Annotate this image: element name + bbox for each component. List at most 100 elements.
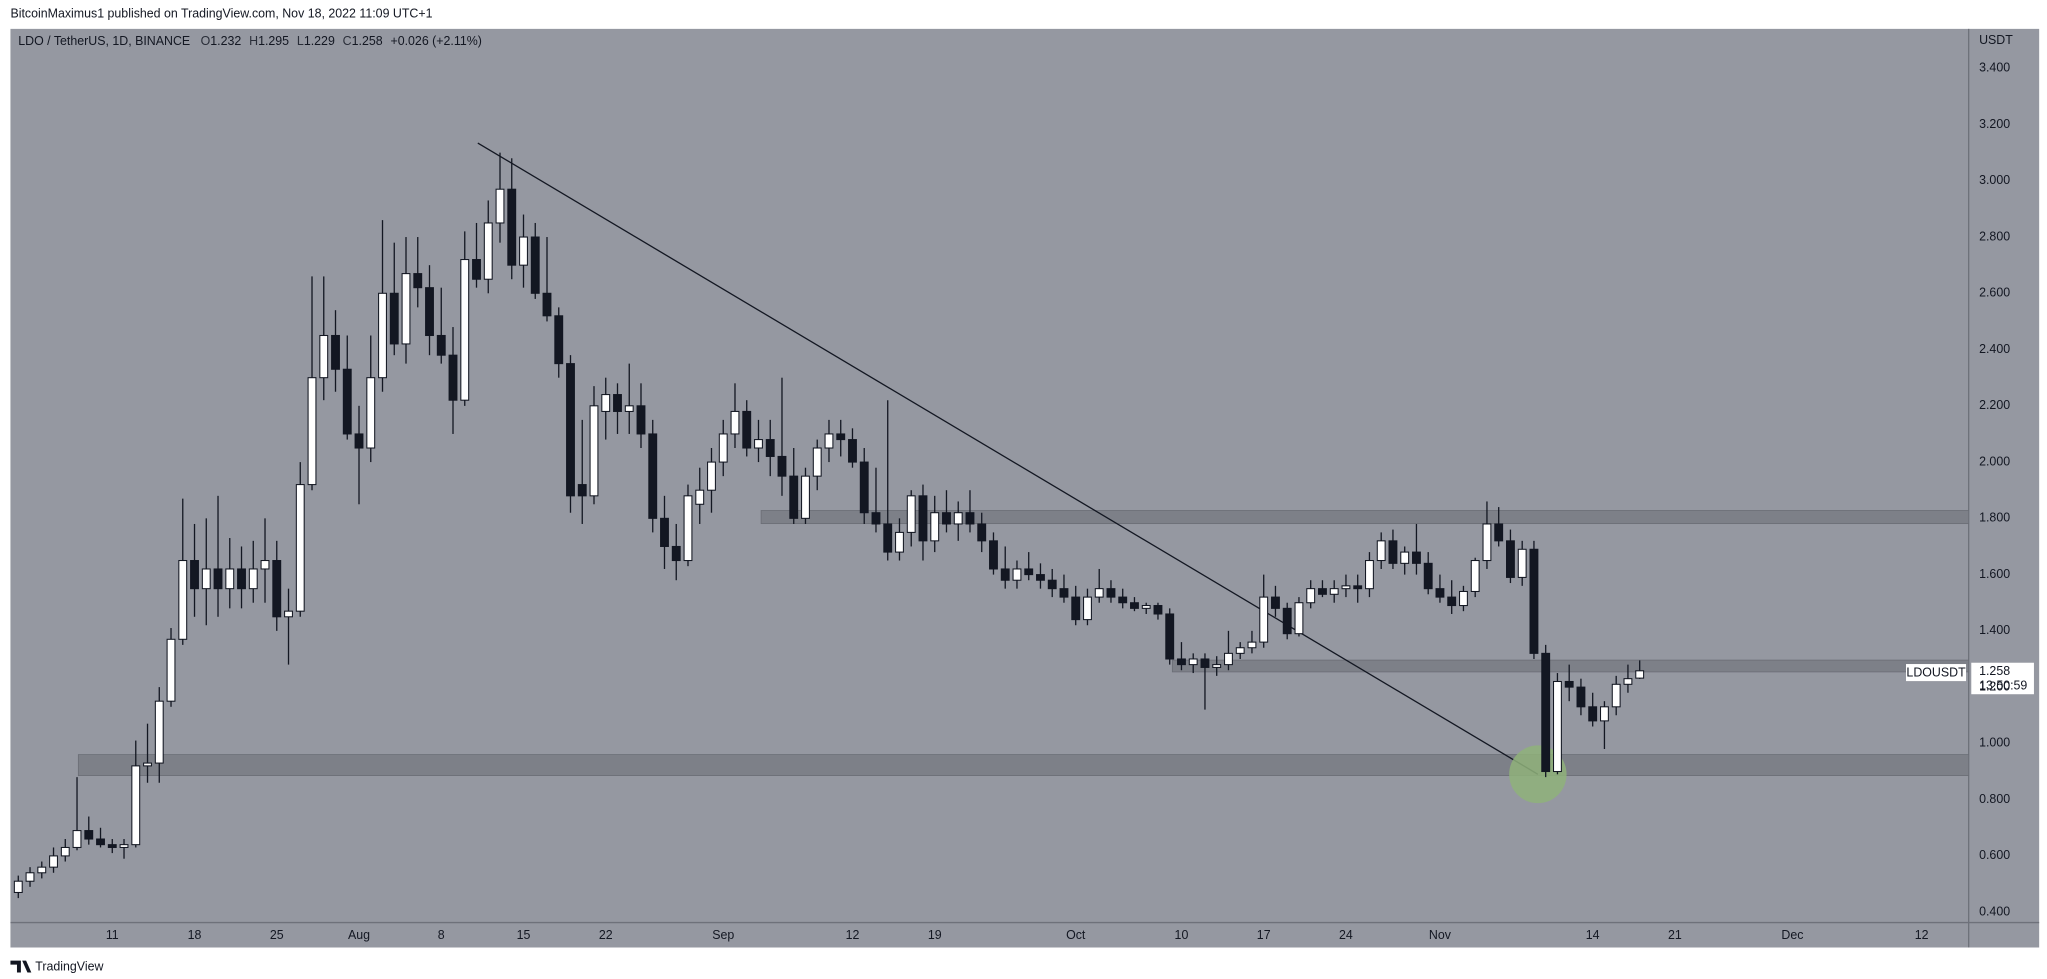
y-tick-label: 3.400 <box>1979 61 2010 75</box>
candle-body <box>1447 596 1457 607</box>
candle-body <box>577 484 587 497</box>
drawings <box>77 142 1970 804</box>
x-tick-label: 12 <box>1915 928 1929 942</box>
candle-body <box>1200 658 1210 668</box>
candle-body <box>624 405 634 412</box>
change: +0.026 (+2.11%) <box>390 34 481 48</box>
y-tick-label: 1.600 <box>1979 567 2010 581</box>
candle-body <box>1600 706 1609 722</box>
candle-body <box>695 489 705 505</box>
candle-body <box>143 762 152 767</box>
x-tick-label: 15 <box>517 928 531 942</box>
legend: LDO / TetherUS, 1D, BINANCE O1.232 H1.295 L… <box>18 34 482 48</box>
y-tick-label: 0.600 <box>1979 848 2010 862</box>
open-value: 1.232 <box>210 34 241 48</box>
candle-body <box>989 540 998 570</box>
x-tick-label: 11 <box>106 928 119 942</box>
candle-body <box>107 844 117 848</box>
candle-body <box>1470 560 1480 593</box>
candle-body <box>1482 523 1492 562</box>
x-tick-label: 25 <box>270 928 284 942</box>
y-tick-label: 3.200 <box>1979 117 2010 131</box>
candle-body <box>1494 523 1504 542</box>
candle-body <box>942 512 951 525</box>
candle-body <box>425 287 434 337</box>
candle-body <box>131 765 141 846</box>
resistance-zone <box>760 510 1970 525</box>
candle-body <box>1576 686 1586 708</box>
candle-body <box>530 236 540 294</box>
candle-body <box>1000 568 1010 581</box>
candle-body <box>413 273 423 289</box>
y-tick-label: 3.000 <box>1979 173 2010 187</box>
candle-body <box>366 377 376 449</box>
candle-body <box>930 512 940 542</box>
x-tick-label: 12 <box>846 928 860 942</box>
candle-body <box>1059 588 1069 598</box>
candle-body <box>295 484 305 612</box>
candle-body <box>765 439 775 457</box>
x-tick-label: 18 <box>188 928 202 942</box>
x-tick-label: 10 <box>1175 928 1189 942</box>
symbol-title: LDO / TetherUS, 1D, BINANCE <box>18 34 190 48</box>
candle-body <box>648 433 658 519</box>
candle-body <box>84 830 94 840</box>
candle-body <box>237 568 246 590</box>
candle-body <box>166 638 176 702</box>
candle-body <box>1141 605 1151 609</box>
support-zone <box>77 754 1970 776</box>
x-tick-label: 17 <box>1257 928 1271 942</box>
candle-body <box>707 461 716 491</box>
candle-body <box>472 259 481 280</box>
candle-body <box>1353 585 1363 590</box>
candle-body <box>906 495 916 533</box>
candle-body <box>519 236 528 266</box>
candle-body <box>1306 588 1316 604</box>
candle-body <box>72 830 82 848</box>
candle-body <box>742 410 752 449</box>
candle-body <box>1188 658 1198 666</box>
candle-body <box>871 512 881 525</box>
y-tick-label: 1.000 <box>1979 736 2010 750</box>
candle-body <box>1118 596 1128 604</box>
candle-body <box>342 368 352 435</box>
candle-body <box>119 844 129 848</box>
candle-body <box>37 866 47 874</box>
candle-body <box>636 405 646 435</box>
last-price: 1.258 <box>1979 664 2010 678</box>
candle-body <box>1271 596 1280 609</box>
candle-body <box>1506 540 1515 578</box>
symbol-box <box>1906 664 1967 682</box>
y-tick-label: 0.800 <box>1979 792 2010 806</box>
candle-body <box>848 439 857 463</box>
candle-body <box>977 523 987 542</box>
high-value: 1.295 <box>258 34 289 48</box>
price-box <box>1971 662 2034 695</box>
candle-body <box>1235 647 1245 654</box>
x-tick-label: 19 <box>928 928 942 942</box>
candle-body <box>460 259 470 401</box>
chart-panel <box>10 28 2040 948</box>
candle-body <box>965 512 975 525</box>
candle-body <box>554 315 564 365</box>
trend-line <box>477 142 1539 775</box>
candle-body <box>824 433 834 449</box>
candle-body <box>754 439 763 449</box>
y-tick-label: 1.400 <box>1979 623 2010 637</box>
countdown: 13:50:59 <box>1979 679 2027 693</box>
candle-body <box>918 495 928 542</box>
x-tick-label: Aug <box>348 928 370 942</box>
candle-body <box>660 517 669 547</box>
candle-body <box>1212 664 1222 668</box>
y-tick-label: 1.200 <box>1979 679 2010 693</box>
candle-body <box>213 568 223 590</box>
candle-body <box>777 455 787 477</box>
candle-body <box>1435 588 1445 598</box>
x-tick-label: Sep <box>712 928 734 942</box>
ohlc-label: L <box>297 34 304 48</box>
publish-info: BitcoinMaximus1 published on TradingView… <box>10 7 432 21</box>
candle-body <box>178 560 188 640</box>
candle-body <box>354 433 364 449</box>
candle-body <box>60 846 70 857</box>
